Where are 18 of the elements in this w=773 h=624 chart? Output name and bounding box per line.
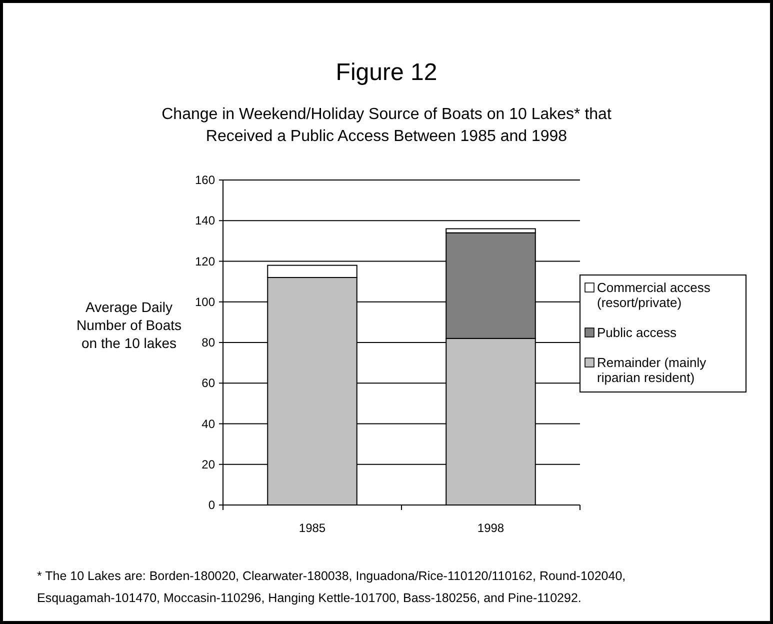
- y-axis-title: Average Daily Number of Boats on the 10 lakes: [76, 299, 182, 351]
- y-tick-label: 60: [202, 376, 216, 390]
- y-tick-label: 140: [194, 214, 216, 228]
- y-tick-label: 0: [208, 498, 216, 512]
- x-tick-label: 1985: [298, 521, 326, 535]
- y-tick-label: 20: [202, 457, 216, 472]
- legend-label: Commercial access (resort/private): [597, 280, 711, 310]
- y-tick-label: 100: [194, 294, 216, 309]
- y-tick-label: 40: [202, 416, 216, 431]
- x-tick-label: 1998: [477, 521, 504, 535]
- y-tick-label: 80: [202, 336, 216, 350]
- text: * The 10 Lakes are: Borden-180020, Clearwater-180038, Inguadona/Rice-110120/110162, Round-102040, Esquagamah-101470, Moccasin-110296, Hanging Kettle-101700, Bass-180256, and Pine-110292.: [37, 569, 626, 605]
- chart-subtitle: Change in Weekend/Holiday Source of Boats on 10 Lakes* that Received a Public Access Between 1985 and 1998: [162, 106, 612, 145]
- chart-title: Figure 12: [336, 59, 438, 86]
- legend-label: Remainder (mainly riparian resident): [597, 355, 707, 385]
- y-tick-label: 160: [194, 173, 216, 187]
- y-tick-label: 120: [194, 254, 216, 268]
- legend-label: Public access: [597, 325, 677, 340]
